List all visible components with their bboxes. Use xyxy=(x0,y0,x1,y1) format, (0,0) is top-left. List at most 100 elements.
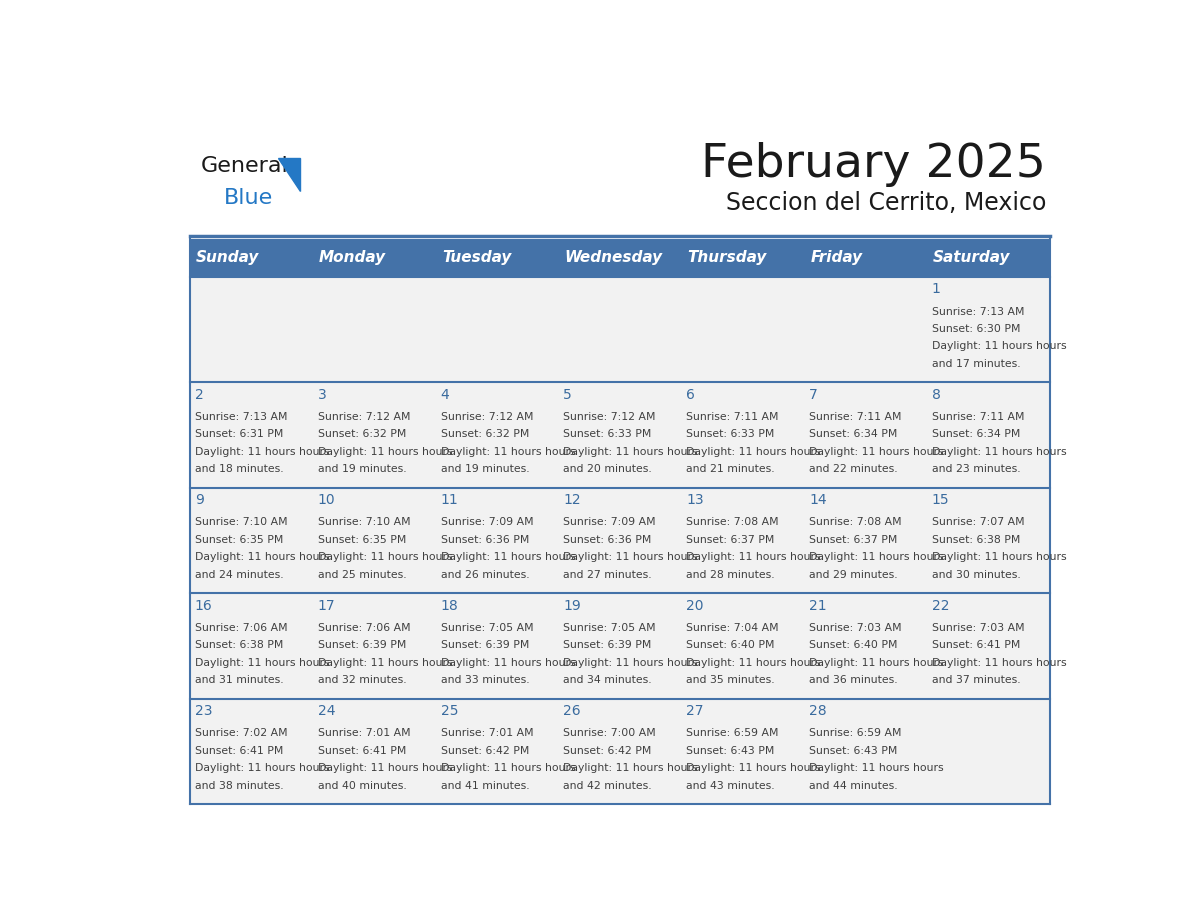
Bar xyxy=(190,383,1050,487)
Text: 13: 13 xyxy=(687,493,703,507)
Text: Sunset: 6:30 PM: Sunset: 6:30 PM xyxy=(931,324,1020,334)
Text: Sunset: 6:43 PM: Sunset: 6:43 PM xyxy=(809,745,897,756)
Text: Sunset: 6:37 PM: Sunset: 6:37 PM xyxy=(687,535,775,545)
Text: Daylight: 11 hours hours: Daylight: 11 hours hours xyxy=(809,657,943,667)
Text: 7: 7 xyxy=(809,387,817,402)
Text: 26: 26 xyxy=(563,704,581,718)
Text: Sunset: 6:41 PM: Sunset: 6:41 PM xyxy=(317,745,406,756)
Text: and 19 minutes.: and 19 minutes. xyxy=(441,465,529,475)
Text: Sunset: 6:36 PM: Sunset: 6:36 PM xyxy=(563,535,652,545)
Text: Sunset: 6:40 PM: Sunset: 6:40 PM xyxy=(809,640,898,650)
Text: and 44 minutes.: and 44 minutes. xyxy=(809,780,898,790)
Text: Daylight: 11 hours hours: Daylight: 11 hours hours xyxy=(687,657,821,667)
Text: 20: 20 xyxy=(687,599,703,612)
Text: Daylight: 11 hours hours: Daylight: 11 hours hours xyxy=(563,447,699,457)
Text: Sunrise: 7:05 AM: Sunrise: 7:05 AM xyxy=(441,623,533,633)
Text: General: General xyxy=(201,156,289,176)
Text: 5: 5 xyxy=(563,387,573,402)
Text: Sunset: 6:42 PM: Sunset: 6:42 PM xyxy=(563,745,652,756)
Text: and 25 minutes.: and 25 minutes. xyxy=(317,570,406,579)
Text: Daylight: 11 hours hours: Daylight: 11 hours hours xyxy=(931,657,1067,667)
Text: and 24 minutes.: and 24 minutes. xyxy=(195,570,284,579)
Text: Monday: Monday xyxy=(318,251,386,265)
Text: 14: 14 xyxy=(809,493,827,507)
Text: Daylight: 11 hours hours: Daylight: 11 hours hours xyxy=(931,341,1067,352)
Text: Sunrise: 7:00 AM: Sunrise: 7:00 AM xyxy=(563,728,656,738)
Text: and 18 minutes.: and 18 minutes. xyxy=(195,465,284,475)
Text: Sunset: 6:39 PM: Sunset: 6:39 PM xyxy=(441,640,529,650)
Text: Sunrise: 7:03 AM: Sunrise: 7:03 AM xyxy=(931,623,1024,633)
Text: Daylight: 11 hours hours: Daylight: 11 hours hours xyxy=(317,657,453,667)
Text: Sunrise: 7:12 AM: Sunrise: 7:12 AM xyxy=(441,412,533,422)
Text: Seccion del Cerrito, Mexico: Seccion del Cerrito, Mexico xyxy=(726,192,1047,216)
Text: Sunrise: 7:01 AM: Sunrise: 7:01 AM xyxy=(441,728,533,738)
Text: Daylight: 11 hours hours: Daylight: 11 hours hours xyxy=(317,447,453,457)
Text: Sunrise: 7:10 AM: Sunrise: 7:10 AM xyxy=(317,518,410,528)
Text: Wednesday: Wednesday xyxy=(564,251,663,265)
Text: Daylight: 11 hours hours: Daylight: 11 hours hours xyxy=(809,553,943,562)
Text: Sunrise: 7:11 AM: Sunrise: 7:11 AM xyxy=(687,412,779,422)
Text: 24: 24 xyxy=(317,704,335,718)
Text: Sunrise: 7:08 AM: Sunrise: 7:08 AM xyxy=(687,518,779,528)
Text: Sunrise: 7:09 AM: Sunrise: 7:09 AM xyxy=(441,518,533,528)
Text: and 40 minutes.: and 40 minutes. xyxy=(317,780,406,790)
Text: and 34 minutes.: and 34 minutes. xyxy=(563,675,652,685)
Text: Sunday: Sunday xyxy=(196,251,259,265)
Text: Daylight: 11 hours hours: Daylight: 11 hours hours xyxy=(441,657,575,667)
Text: and 26 minutes.: and 26 minutes. xyxy=(441,570,529,579)
Text: Sunrise: 7:03 AM: Sunrise: 7:03 AM xyxy=(809,623,902,633)
Text: 17: 17 xyxy=(317,599,335,612)
Bar xyxy=(190,239,312,277)
Text: Sunrise: 7:06 AM: Sunrise: 7:06 AM xyxy=(195,623,287,633)
Text: and 30 minutes.: and 30 minutes. xyxy=(931,570,1020,579)
Text: Daylight: 11 hours hours: Daylight: 11 hours hours xyxy=(195,763,329,773)
Text: 21: 21 xyxy=(809,599,827,612)
Text: Daylight: 11 hours hours: Daylight: 11 hours hours xyxy=(687,447,821,457)
Text: Daylight: 11 hours hours: Daylight: 11 hours hours xyxy=(317,553,453,562)
Text: Tuesday: Tuesday xyxy=(442,251,511,265)
Text: 6: 6 xyxy=(687,387,695,402)
Text: Daylight: 11 hours hours: Daylight: 11 hours hours xyxy=(809,447,943,457)
Text: Sunrise: 7:12 AM: Sunrise: 7:12 AM xyxy=(563,412,656,422)
Text: Sunset: 6:32 PM: Sunset: 6:32 PM xyxy=(317,430,406,440)
Bar xyxy=(190,487,1050,593)
Text: 4: 4 xyxy=(441,387,449,402)
Text: Sunrise: 7:02 AM: Sunrise: 7:02 AM xyxy=(195,728,287,738)
Text: and 27 minutes.: and 27 minutes. xyxy=(563,570,652,579)
Text: Sunset: 6:42 PM: Sunset: 6:42 PM xyxy=(441,745,529,756)
Text: and 42 minutes.: and 42 minutes. xyxy=(563,780,652,790)
Polygon shape xyxy=(278,158,301,191)
Text: Sunrise: 6:59 AM: Sunrise: 6:59 AM xyxy=(687,728,779,738)
Text: and 19 minutes.: and 19 minutes. xyxy=(317,465,406,475)
Text: Sunset: 6:41 PM: Sunset: 6:41 PM xyxy=(931,640,1020,650)
Text: Sunrise: 7:01 AM: Sunrise: 7:01 AM xyxy=(317,728,410,738)
Text: Sunrise: 7:13 AM: Sunrise: 7:13 AM xyxy=(931,307,1024,317)
Text: Friday: Friday xyxy=(810,251,862,265)
Bar xyxy=(804,239,927,277)
Text: Sunset: 6:43 PM: Sunset: 6:43 PM xyxy=(687,745,775,756)
Text: Daylight: 11 hours hours: Daylight: 11 hours hours xyxy=(687,553,821,562)
Text: Sunset: 6:41 PM: Sunset: 6:41 PM xyxy=(195,745,283,756)
Text: Daylight: 11 hours hours: Daylight: 11 hours hours xyxy=(195,447,329,457)
Bar xyxy=(682,239,804,277)
Text: Sunset: 6:39 PM: Sunset: 6:39 PM xyxy=(317,640,406,650)
Text: Sunset: 6:38 PM: Sunset: 6:38 PM xyxy=(195,640,283,650)
Text: and 33 minutes.: and 33 minutes. xyxy=(441,675,529,685)
Text: Daylight: 11 hours hours: Daylight: 11 hours hours xyxy=(687,763,821,773)
Text: and 29 minutes.: and 29 minutes. xyxy=(809,570,898,579)
Text: 23: 23 xyxy=(195,704,213,718)
Text: 8: 8 xyxy=(931,387,941,402)
Text: Sunset: 6:35 PM: Sunset: 6:35 PM xyxy=(195,535,283,545)
Text: Sunrise: 7:13 AM: Sunrise: 7:13 AM xyxy=(195,412,287,422)
Text: and 41 minutes.: and 41 minutes. xyxy=(441,780,529,790)
Text: 10: 10 xyxy=(317,493,335,507)
Text: Daylight: 11 hours hours: Daylight: 11 hours hours xyxy=(563,553,699,562)
Text: Daylight: 11 hours hours: Daylight: 11 hours hours xyxy=(931,553,1067,562)
Text: Thursday: Thursday xyxy=(688,251,766,265)
Text: 12: 12 xyxy=(563,493,581,507)
Text: Sunrise: 7:11 AM: Sunrise: 7:11 AM xyxy=(809,412,902,422)
Bar xyxy=(190,699,1050,804)
Text: Sunset: 6:34 PM: Sunset: 6:34 PM xyxy=(931,430,1020,440)
Text: Sunrise: 7:07 AM: Sunrise: 7:07 AM xyxy=(931,518,1024,528)
Text: 3: 3 xyxy=(317,387,327,402)
